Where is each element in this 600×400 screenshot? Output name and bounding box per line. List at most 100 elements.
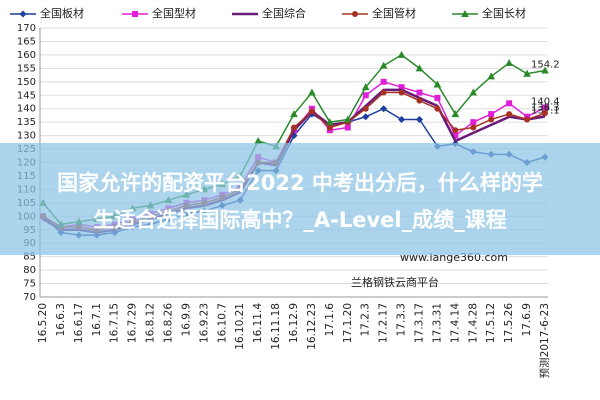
banner [0,143,600,255]
marker [380,78,387,85]
marker [542,110,548,117]
legend-label: 全国管材 [372,6,416,20]
y-tick-label: 80 [23,265,36,276]
marker [523,69,531,77]
x-tick-label: 16.11.4 [252,303,264,343]
marker [308,88,316,96]
y-tick-label: 145 [17,90,36,101]
marker [362,105,369,112]
marker [434,94,441,101]
marker [505,58,513,66]
value-label: 140.4 [531,97,560,108]
x-tick-label: 17.3.31 [431,303,443,343]
x-tick-label: 17.2.17 [378,303,390,343]
legend-label: 全国板材 [40,6,84,20]
y-tick-label: 150 [17,77,36,88]
x-tick-label: 16.10.7 [216,303,228,343]
marker [542,104,548,111]
marker [380,105,388,113]
marker [506,100,513,107]
x-tick-label: 16.7.15 [109,303,121,343]
marker [19,10,27,18]
legend-label: 全国综合 [262,6,306,20]
x-tick-label: 16.10.21 [234,303,246,350]
x-tick-label: 17.3.3 [396,303,408,336]
marker [398,115,406,123]
marker [398,84,405,91]
x-tick-label: 16.6.17 [73,303,85,343]
x-tick-label: 17.1.6 [324,303,336,337]
x-tick-label: 16.9.23 [198,303,210,343]
y-tick-label: 85 [23,252,36,263]
x-tick-label: 16.7.1 [91,303,103,336]
marker [132,11,138,17]
banner-line: 生适合选择国际高中？_A-Level_成绩_课程 [93,208,506,232]
marker [416,115,423,123]
marker [470,124,477,131]
marker [451,110,460,118]
x-tick-label: 17.1.20 [342,303,354,343]
marker [398,89,405,96]
x-tick-label: 预测2017-6-23 [538,303,551,378]
marker [343,115,352,123]
marker [469,88,478,96]
x-tick-label: 16.6.3 [55,303,67,336]
marker [488,116,495,123]
x-tick-label: 16.9.9 [180,303,192,336]
marker [452,132,459,139]
marker [506,111,513,118]
marker [352,11,358,17]
x-tick-label: 17.4.14 [449,303,461,343]
y-tick-label: 170 [17,23,36,34]
x-tick-label: 16.8.26 [163,303,175,343]
marker [291,124,297,131]
x-tick-label: 17.2.3 [360,303,372,336]
x-tick-label: 16.11.18 [270,303,282,350]
x-tick-label: 16.7.29 [127,303,139,343]
marker [379,61,388,69]
marker [433,80,442,88]
marker [362,92,369,99]
y-tick-label: 70 [23,292,36,303]
y-tick-label: 135 [17,117,36,128]
marker [452,127,459,134]
legend-label: 全国型材 [152,6,196,20]
marker [362,113,370,121]
y-tick-label: 160 [17,50,36,61]
marker [326,118,334,126]
marker [326,124,333,131]
x-tick-label: 17.4.28 [467,303,479,343]
y-tick-label: 75 [23,279,36,290]
value-label: 138.3 [531,102,560,113]
marker [397,50,406,58]
x-tick-label: 16.12.23 [306,303,318,350]
x-tick-label: 17.6.9 [521,303,533,336]
x-tick-label: 17.5.12 [485,303,497,343]
x-tick-label: 16.8.12 [145,303,157,343]
marker [487,72,496,80]
marker [344,124,351,131]
marker [434,105,441,112]
value-label: 154.2 [531,60,560,71]
marker [416,97,423,104]
x-tick-label: 17.3.17 [414,303,426,343]
marker [416,89,423,96]
legend-label: 全国长材 [482,6,526,20]
banner-line: 国家允许的配资平台2022 中考出分后，什么样的学 [57,171,543,195]
marker [524,116,531,123]
y-tick-label: 155 [17,63,36,74]
marker [488,111,495,118]
marker [461,10,469,17]
x-tick-label: 16.5.20 [37,303,49,343]
marker [308,108,315,115]
marker [415,64,424,72]
y-tick-label: 130 [17,131,36,142]
x-tick-label: 16.12.9 [288,303,300,343]
y-tick-label: 140 [17,104,36,115]
marker [470,119,477,126]
x-tick-label: 17.5.26 [503,303,515,343]
marker [361,83,370,91]
marker [541,66,549,74]
marker [380,89,387,96]
